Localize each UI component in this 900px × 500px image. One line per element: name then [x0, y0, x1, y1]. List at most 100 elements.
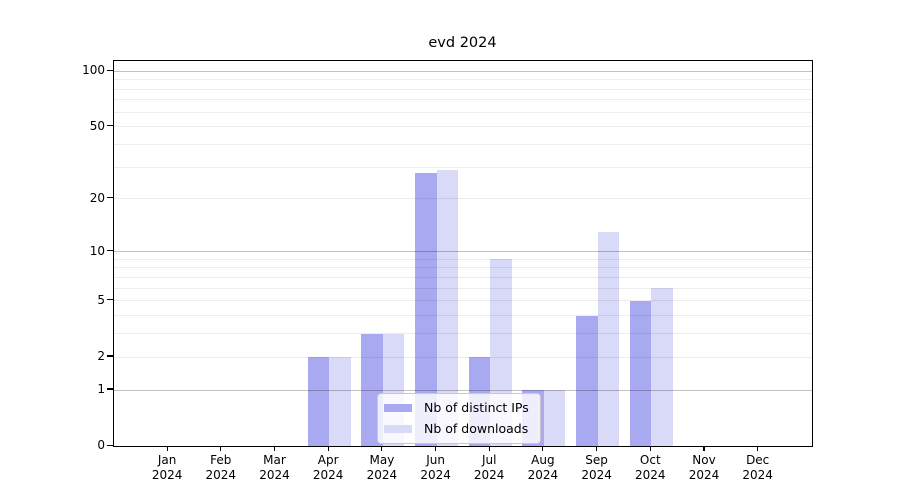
x-tick-label-apr: Apr 2024 — [296, 453, 360, 484]
bar-distinct-ips-oct — [629, 300, 652, 447]
month-label: Oct — [639, 452, 661, 467]
bar-downloads-apr — [329, 357, 351, 447]
bar-distinct-ips-jun — [415, 172, 437, 447]
x-tick-label-jan: Jan 2024 — [135, 453, 199, 484]
legend-row-distinct-ips: Nb of distinct IPs — [384, 399, 529, 416]
year-label: 2024 — [635, 468, 666, 483]
x-tick-label-oct: Oct 2024 — [618, 453, 682, 484]
y-tick-50 — [106, 125, 114, 127]
x-tick-dec — [757, 446, 759, 452]
y-tick-0 — [106, 444, 114, 446]
x-tick-jan — [166, 446, 168, 452]
y-tick-label-2: 2 — [97, 349, 105, 363]
bar-downloads-sep — [597, 231, 620, 447]
bar-downloads-oct — [651, 288, 673, 447]
y-tick-label-10: 10 — [89, 243, 105, 258]
x-tick-jul — [488, 446, 490, 452]
month-label: Nov — [692, 452, 716, 467]
month-label: May — [369, 452, 395, 467]
legend-swatch-downloads — [384, 424, 412, 433]
year-label: 2024 — [259, 468, 290, 483]
month-label: Feb — [210, 452, 232, 467]
gridline-minor-5 — [114, 300, 813, 302]
gridline-minor-3 — [114, 333, 813, 335]
y-tick-label-5: 5 — [97, 292, 105, 307]
bar-downloads-aug — [543, 390, 566, 447]
gridline-major-100 — [114, 70, 813, 72]
year-label: 2024 — [473, 468, 505, 483]
x-tick-may — [381, 446, 383, 452]
year-label: 2024 — [205, 468, 237, 483]
y-tick-5 — [106, 299, 114, 301]
gridline-minor-20 — [114, 198, 813, 200]
gridline-major-10 — [114, 251, 813, 252]
y-tick-label-1: 1 — [97, 382, 105, 396]
y-tick-100 — [106, 69, 114, 71]
x-tick-label-jun: Jun 2024 — [404, 453, 468, 484]
gridline-minor-80 — [114, 88, 813, 90]
y-tick-20 — [106, 197, 114, 199]
month-label: Jan — [157, 452, 177, 467]
x-tick-label-nov: Nov 2024 — [672, 453, 736, 484]
y-tick-1 — [106, 388, 114, 390]
gridline-minor-50 — [114, 126, 813, 128]
gridline-minor-30 — [114, 166, 813, 168]
month-label: Sep — [585, 452, 608, 467]
gridline-minor-60 — [114, 111, 813, 113]
year-label: 2024 — [151, 468, 183, 483]
gridline-minor-6 — [114, 287, 813, 289]
y-tick-label-20: 20 — [89, 190, 105, 205]
year-label: 2024 — [742, 468, 773, 483]
x-tick-nov — [703, 446, 705, 452]
x-tick-mar — [273, 446, 276, 452]
x-tick-label-mar: Mar 2024 — [243, 453, 307, 484]
plot-area — [113, 60, 814, 448]
gridline-minor-70 — [114, 99, 813, 101]
x-tick-label-dec: Dec 2024 — [726, 453, 790, 484]
y-tick-label-100: 100 — [82, 63, 105, 78]
legend-swatch-distinct-ips — [384, 403, 412, 412]
x-tick-oct — [649, 446, 651, 452]
year-label: 2024 — [527, 468, 559, 483]
year-label: 2024 — [366, 468, 398, 483]
gridline-minor-7 — [114, 276, 813, 278]
y-tick-label-0: 0 — [97, 438, 105, 453]
x-tick-feb — [220, 446, 222, 452]
month-label: Mar — [263, 452, 286, 467]
gridline-minor-40 — [114, 144, 813, 145]
x-tick-jun — [435, 446, 437, 452]
x-tick-apr — [327, 446, 329, 452]
chart-title: evd 2024 — [428, 35, 497, 51]
month-label: Aug — [531, 452, 555, 467]
y-tick-2 — [106, 355, 114, 357]
legend-label-downloads: Nb of downloads — [424, 421, 529, 436]
month-label: Dec — [746, 452, 770, 467]
x-tick-label-may: May 2024 — [350, 453, 414, 484]
bar-downloads-jun — [436, 169, 459, 447]
legend: Nb of distinct IPs Nb of downloads — [377, 393, 541, 444]
x-tick-aug — [542, 446, 544, 452]
x-tick-label-jul: Jul 2024 — [457, 453, 521, 484]
year-label: 2024 — [312, 468, 344, 483]
legend-label-distinct-ips: Nb of distinct IPs — [424, 400, 529, 415]
gridline-major-1 — [114, 389, 813, 391]
legend-row-downloads: Nb of downloads — [384, 420, 529, 437]
month-label: Jun — [426, 452, 445, 467]
bar-distinct-ips-sep — [576, 315, 598, 447]
x-tick-sep — [596, 446, 598, 452]
y-tick-label-50: 50 — [89, 118, 105, 133]
y-tick-10 — [106, 249, 114, 252]
x-tick-label-feb: Feb 2024 — [189, 453, 253, 484]
gridline-minor-2 — [114, 356, 813, 358]
year-label: 2024 — [688, 468, 720, 483]
year-label: 2024 — [581, 468, 612, 483]
year-label: 2024 — [420, 468, 451, 483]
month-label: Jul — [481, 452, 497, 467]
bar-distinct-ips-apr — [307, 357, 330, 447]
month-label: Apr — [317, 452, 339, 467]
gridline-minor-8 — [114, 267, 813, 269]
gridline-minor-4 — [114, 315, 813, 316]
x-tick-label-sep: Sep 2024 — [565, 453, 629, 484]
gridline-minor-9 — [114, 258, 813, 260]
